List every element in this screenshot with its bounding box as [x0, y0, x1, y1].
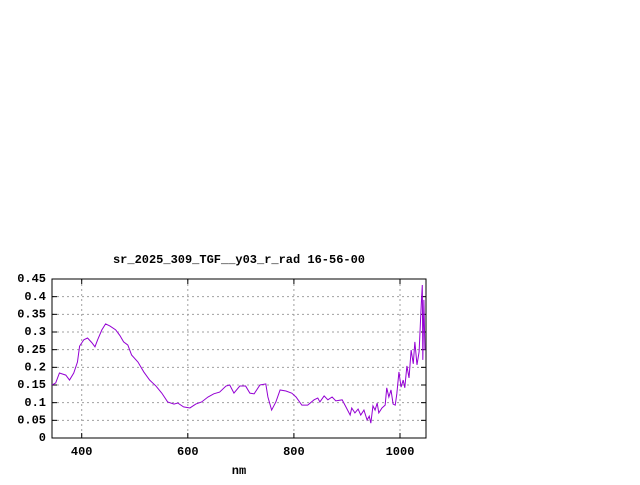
y-tick-label: 0.3	[24, 325, 46, 339]
x-tick-label: 600	[177, 445, 199, 459]
y-tick-label: 0.2	[24, 361, 46, 375]
data-line	[51, 284, 426, 424]
x-tick-label: 800	[283, 445, 305, 459]
y-tick-label: 0.45	[17, 272, 46, 286]
x-tick-label: 1000	[386, 445, 415, 459]
y-tick-label: 0.05	[17, 414, 46, 428]
y-tick-label: 0.35	[17, 308, 46, 322]
y-tick-label: 0.4	[24, 290, 46, 304]
y-tick-label: 0.25	[17, 343, 46, 357]
plot-frame	[51, 278, 427, 439]
y-tick-label: 0	[39, 431, 46, 445]
x-axis-label: nm	[232, 464, 246, 478]
y-tick-label: 0.15	[17, 378, 46, 392]
x-tick-label: 400	[71, 445, 93, 459]
chart-title: sr_2025_309_TGF__y03_r_rad 16-56-00	[113, 253, 365, 267]
y-tick-label: 0.1	[24, 396, 46, 410]
